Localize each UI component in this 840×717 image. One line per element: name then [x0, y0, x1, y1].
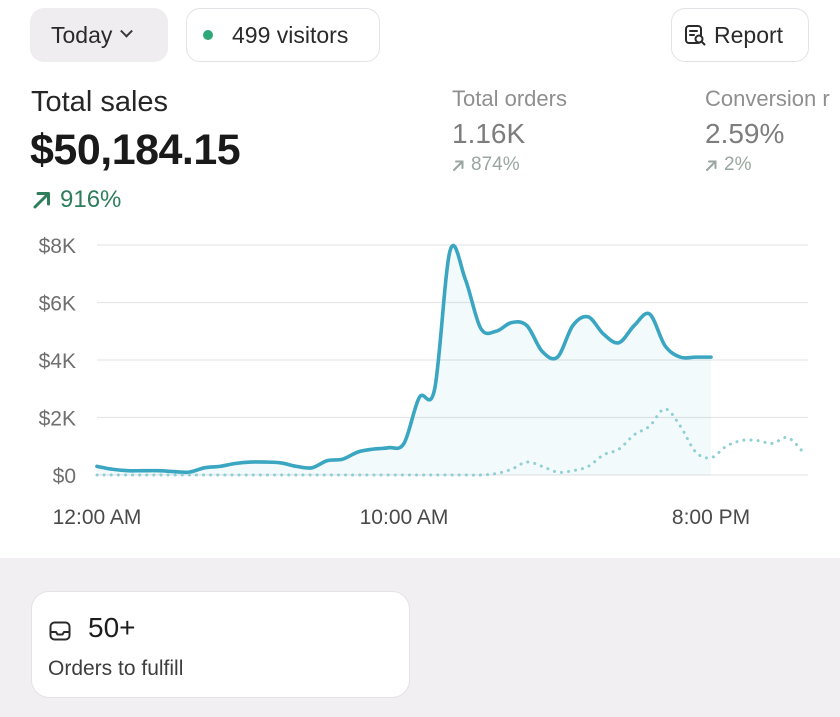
- orders-to-fulfill-card[interactable]: 50+ Orders to fulfill: [31, 591, 410, 698]
- report-icon: [685, 25, 706, 46]
- x-tick-label: 8:00 PM: [672, 506, 750, 529]
- metric-delta: 874%: [452, 154, 567, 176]
- metric-delta: 2%: [705, 154, 840, 176]
- metric-conversion-rate[interactable]: Conversion r 2.59% 2%: [705, 86, 840, 176]
- analytics-panel: [0, 0, 840, 558]
- metric-delta-value: 2%: [724, 154, 752, 175]
- metric-label: Total orders: [452, 86, 567, 111]
- total-sales-label: Total sales: [31, 86, 169, 118]
- metric-value: 1.16K: [452, 118, 526, 149]
- x-tick-label: 12:00 AM: [53, 506, 142, 529]
- y-tick-label: $0: [53, 465, 76, 488]
- trend-up-icon: [706, 160, 717, 171]
- y-axis-ticks: $0 $2K $4K $6K $8K: [39, 235, 76, 488]
- total-sales-value: $50,184.15: [30, 126, 241, 174]
- live-visitors-button[interactable]: 499 visitors: [186, 8, 380, 62]
- live-status-dot-icon: [203, 30, 213, 40]
- chevron-down-icon: [120, 24, 134, 38]
- x-tick-label: 10:00 AM: [360, 506, 449, 529]
- report-button[interactable]: Report: [671, 8, 809, 62]
- trend-up-icon: [453, 160, 464, 171]
- metric-value: 2.59%: [705, 118, 785, 149]
- date-range-select[interactable]: Today: [30, 8, 168, 62]
- y-tick-label: $4K: [39, 350, 76, 373]
- metric-label: Conversion r: [705, 86, 830, 111]
- total-sales-delta-value: 916%: [60, 186, 122, 213]
- chart-series: [95, 243, 805, 477]
- inbox-icon: [49, 621, 71, 641]
- y-tick-label: $6K: [39, 293, 76, 316]
- series-line-comparison: [95, 407, 805, 477]
- series-area-fill: [97, 245, 711, 475]
- y-tick-label: $8K: [39, 235, 76, 258]
- series-line-today: [95, 243, 713, 475]
- metric-delta-value: 874%: [471, 154, 520, 175]
- trend-up-icon: [33, 192, 50, 209]
- metric-total-orders[interactable]: Total orders 1.16K 874%: [452, 86, 567, 176]
- live-visitors-label: 499 visitors: [232, 21, 349, 48]
- sales-over-time-chart[interactable]: $0 $2K $4K $6K $8K 12:00 AM 10:00 AM 8:00 PM: [0, 230, 840, 540]
- orders-to-fulfill-count: 50+: [88, 612, 136, 643]
- x-axis-ticks: 12:00 AM 10:00 AM 8:00 PM: [53, 506, 750, 529]
- report-label: Report: [714, 21, 784, 48]
- total-sales-delta: 916%: [32, 186, 121, 214]
- orders-to-fulfill-label: Orders to fulfill: [48, 657, 184, 680]
- y-tick-label: $2K: [39, 408, 76, 431]
- date-range-label: Today: [51, 21, 113, 48]
